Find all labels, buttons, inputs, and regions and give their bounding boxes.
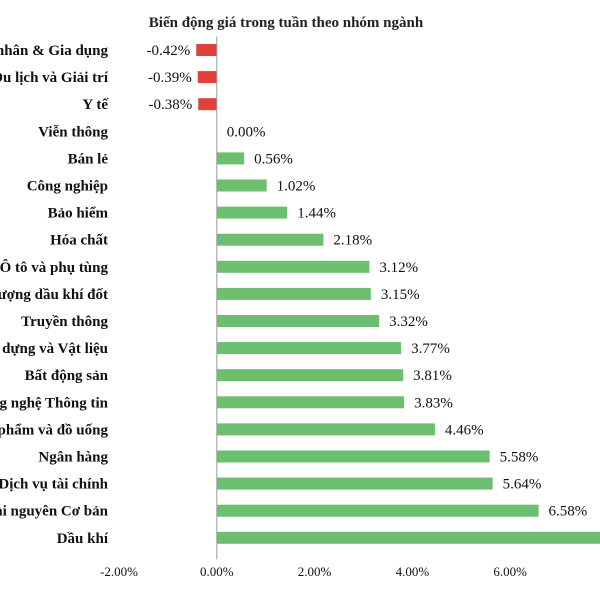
category-label-hoa-chat: Hóa chất	[50, 233, 108, 249]
data-label-bat-dong-san: 3.81%	[413, 368, 452, 384]
bar-o-to-va-phu-tung	[216, 260, 370, 273]
bar-ngan-hang	[216, 450, 490, 463]
category-label-dich-vu-tai-chinh: Dịch vụ tài chính	[0, 477, 109, 493]
category-label-bat-dong-san: Bất động sản	[25, 368, 109, 384]
bars	[196, 44, 600, 544]
bar-bao-hiem	[216, 206, 288, 219]
bar-cong-nghiep	[216, 179, 267, 192]
category-label-bao-hiem: Bảo hiểm	[48, 206, 109, 222]
data-label-hoa-chat: 2.18%	[333, 233, 372, 249]
bar-tai-nguyen-co-ban	[216, 504, 539, 517]
category-label-cong-nghiep: Công nghiệp	[27, 179, 108, 195]
x-tick-label: 0.00%	[200, 564, 234, 579]
category-label-dau-khi-va-nang-luong-dau-khi-dot: Dầu khí và năng lượng dầu khí đốt	[0, 287, 108, 303]
x-tick-label: 4.00%	[396, 564, 430, 579]
data-label-dau-khi-va-nang-luong-dau-khi-dot: 3.15%	[381, 287, 420, 303]
data-labels: -0.42% -0.39% -0.38% 0.00% 0.56% 1.02% 1.44% 2.…	[147, 43, 588, 520]
bar-xay-dung-va-vat-lieu	[216, 342, 402, 355]
data-label-xay-dung-va-vat-lieu: 3.77%	[411, 341, 450, 357]
category-label-truyen-thong: Truyền thông	[21, 314, 108, 330]
category-label-ban-le: Bán lẻ	[68, 151, 109, 167]
category-label-dau-khi: Dầu khí	[57, 531, 109, 547]
category-label-o-to-va-phu-tung: Ô tô và phụ tùng	[0, 259, 108, 276]
category-label-y-te: Y tế	[82, 97, 109, 113]
category-labels: Hàng cá nhân & Gia dụng Du lịch và Giải t…	[0, 43, 109, 547]
bar-dich-vu-tai-chinh	[216, 477, 493, 490]
data-label-vien-thong: 0.00%	[227, 124, 266, 140]
category-label-cong-nghe-thong-tin: Công nghệ Thông tin	[0, 395, 109, 411]
data-label-thuc-pham-va-do-uong: 4.46%	[445, 422, 484, 438]
data-label-cong-nghiep: 1.02%	[277, 179, 316, 195]
category-label-tai-nguyen-co-ban: Tài nguyên Cơ bản	[0, 504, 109, 520]
data-label-hang-ca-nhan-gia-dung: -0.42%	[147, 43, 191, 59]
bar-dau-khi-va-nang-luong-dau-khi-dot	[216, 287, 371, 300]
data-label-du-lich-va-giai-tri: -0.39%	[148, 70, 192, 86]
bar-ban-le	[216, 152, 245, 165]
bar-cong-nghe-thong-tin	[216, 396, 405, 409]
data-label-bao-hiem: 1.44%	[297, 206, 336, 222]
bar-du-lich-va-giai-tri	[197, 71, 217, 84]
data-label-dich-vu-tai-chinh: 5.64%	[503, 477, 542, 493]
x-tick-label: -2.00%	[100, 564, 138, 579]
category-label-thuc-pham-va-do-uong: Thực phẩm và đồ uống	[0, 422, 108, 438]
bar-y-te	[198, 98, 217, 111]
data-label-truyen-thong: 3.32%	[389, 314, 428, 330]
data-label-cong-nghe-thong-tin: 3.83%	[414, 395, 453, 411]
category-label-ngan-hang: Ngân hàng	[38, 450, 108, 466]
bar-hoa-chat	[216, 233, 324, 246]
x-tick-label: 2.00%	[298, 564, 332, 579]
bar-hang-ca-nhan-gia-dung	[196, 44, 217, 56]
bar-dau-khi	[216, 531, 600, 544]
data-label-y-te: -0.38%	[148, 97, 192, 113]
chart-title: Biến động giá trong tuần theo nhóm ngành	[149, 15, 424, 31]
data-label-ban-le: 0.56%	[254, 151, 293, 167]
category-label-vien-thong: Viễn thông	[38, 124, 108, 140]
category-label-hang-ca-nhan-gia-dung: Hàng cá nhân & Gia dụng	[0, 43, 108, 59]
bar-bat-dong-san	[216, 369, 404, 382]
category-label-du-lich-va-giai-tri: Du lịch và Giải trí	[0, 70, 109, 86]
category-label-xay-dung-va-vat-lieu: Xây dựng và Vật liệu	[0, 341, 108, 357]
bar-truyen-thong	[216, 315, 380, 327]
bar-thuc-pham-va-do-uong	[216, 423, 435, 436]
data-label-tai-nguyen-co-ban: 6.58%	[549, 504, 588, 520]
data-label-ngan-hang: 5.58%	[500, 450, 539, 466]
x-tick-labels: -2.00%0.00%2.00%4.00%6.00%8.0	[100, 564, 600, 579]
data-label-o-to-va-phu-tung: 3.12%	[379, 260, 418, 276]
x-tick-label: 6.00%	[493, 564, 527, 579]
